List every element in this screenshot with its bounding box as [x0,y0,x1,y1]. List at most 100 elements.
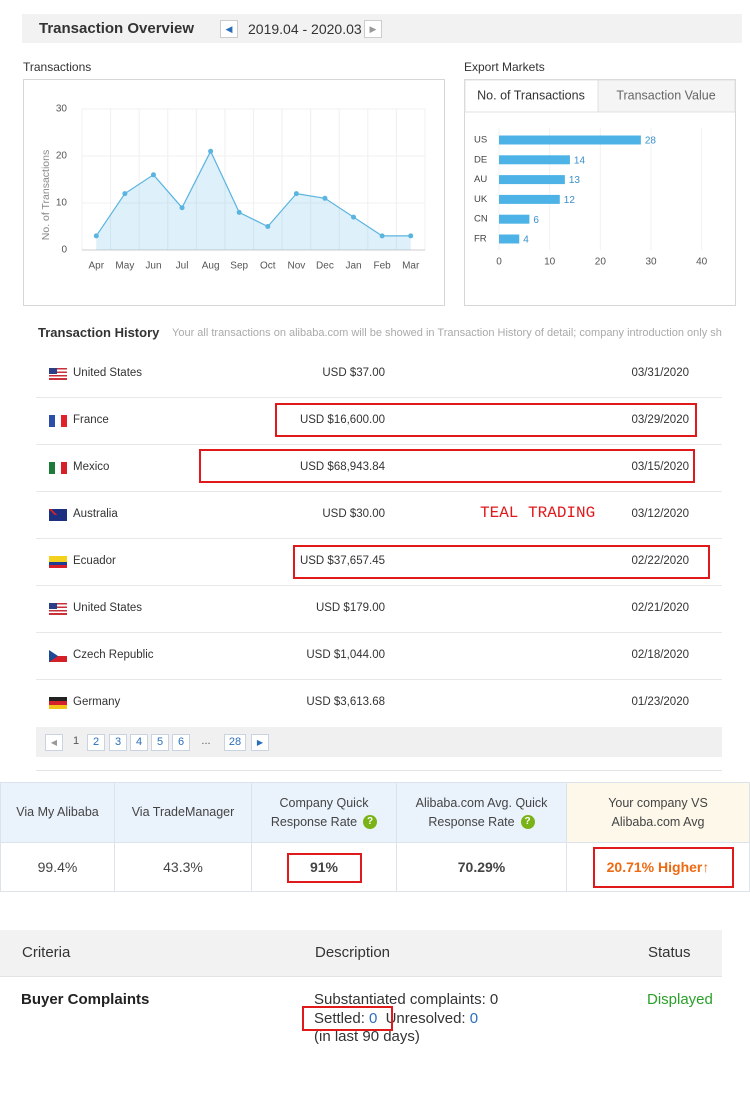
flag-stripe [49,705,67,709]
row-divider [36,491,722,492]
status: Displayed [647,991,713,1008]
amount: USD $1,044.00 [306,649,385,661]
point [122,191,128,197]
criteria-header: Criteria [22,944,71,961]
criteria-name: Buyer Complaints [21,991,150,1008]
flag-stripe [49,565,67,568]
amount: USD $30.00 [322,508,385,520]
page-button[interactable]: 6 [172,734,190,751]
date: 03/15/2020 [631,461,689,473]
country: United States [73,367,143,379]
point [265,224,271,229]
x-tick-label: Sep [230,261,248,272]
response-value: 99.4% [0,843,115,892]
unresolved-count: 0 [469,1010,479,1027]
tab-label[interactable]: No. of Transactions [477,88,585,102]
point [351,214,357,220]
page-button[interactable]: 4 [130,734,148,751]
description-line: Substantiated complaints: 0 [314,991,499,1008]
x-tick-label: 20 [595,257,607,268]
value-label: 4 [523,235,529,246]
x-tick-label: Mar [402,261,420,272]
page-button[interactable]: 2 [87,734,105,751]
prev-page-button[interactable]: ◀ [45,734,63,751]
x-tick-label: Aug [202,261,220,272]
point [408,233,414,239]
flag [49,462,67,474]
highlight-box [302,1006,393,1031]
next-period-button[interactable]: ▶ [364,20,382,38]
date: 02/22/2020 [631,555,689,567]
date: 03/31/2020 [631,367,689,379]
header-text: Via My Alibaba [16,805,99,819]
x-tick-label: Jun [145,261,161,272]
page-button[interactable]: 5 [151,734,169,751]
y-tick-label: 20 [56,151,68,162]
row-divider [36,538,722,539]
criteria-header: Status [648,944,691,961]
bar [499,214,530,224]
y-tick-label: CN [474,214,488,225]
flag [49,415,67,427]
period-label: 2019.04 - 2020.03 [248,21,362,37]
divider [36,770,722,771]
chart-frame [23,79,445,306]
flag-canton [49,368,57,374]
header-text: Via TradeManager [131,805,235,819]
row-divider [36,397,722,398]
y-tick-label: FR [474,234,487,245]
header-bar [22,14,742,43]
date: 02/18/2020 [631,649,689,661]
response-header: Company Quick Response Rate? [252,782,397,843]
bar [499,175,565,185]
flag-stripe [55,415,61,427]
country: France [73,414,109,426]
point [179,205,185,211]
x-tick-label: Jul [176,261,189,272]
flag-canton [49,509,57,515]
unresolved-label: Unresolved: [385,1010,466,1027]
criteria-header-bar [0,930,722,977]
amount: USD $37,657.45 [299,555,385,567]
highlight-box [275,403,697,437]
y-tick-label: 0 [61,245,67,256]
chart-title: Transactions [23,60,92,74]
flag-canton [49,603,57,609]
country: Germany [73,696,121,708]
tab [597,79,736,113]
y-tick-label: UK [474,194,488,205]
x-tick-label: Feb [374,261,392,272]
flag-stripe [61,462,67,474]
value-label: 28 [645,136,657,147]
page-button: ... [201,735,211,747]
value-label: 12 [564,195,576,206]
prev-period-button[interactable]: ◀ [220,20,238,38]
bar [499,194,560,204]
response-header: Via My Alibaba [0,782,115,843]
flag [49,603,67,615]
date: 03/12/2020 [631,508,689,520]
flag-triangle [49,650,58,662]
history-subtitle: Your all transactions on alibaba.com wil… [172,327,722,339]
point [322,195,328,201]
amount: USD $3,613.68 [306,696,385,708]
response-value: 43.3% [115,843,252,892]
flag-stripe [49,701,67,705]
highlight-box [199,449,695,483]
point [293,191,299,197]
x-tick-label: 0 [496,257,502,268]
flag-stripe [49,462,55,474]
y-tick-label: AU [474,174,487,185]
point [208,148,214,154]
help-icon[interactable]: ? [363,815,378,830]
help-icon[interactable]: ? [520,815,535,830]
flag [49,368,67,380]
x-tick-label: Oct [260,261,276,272]
tab-label[interactable]: Transaction Value [616,88,715,102]
page-button[interactable]: 3 [109,734,127,751]
point [379,233,385,239]
page-button[interactable]: 28 [224,734,246,751]
next-page-button[interactable]: ▶ [251,734,269,751]
x-tick-label: Jan [345,261,361,272]
